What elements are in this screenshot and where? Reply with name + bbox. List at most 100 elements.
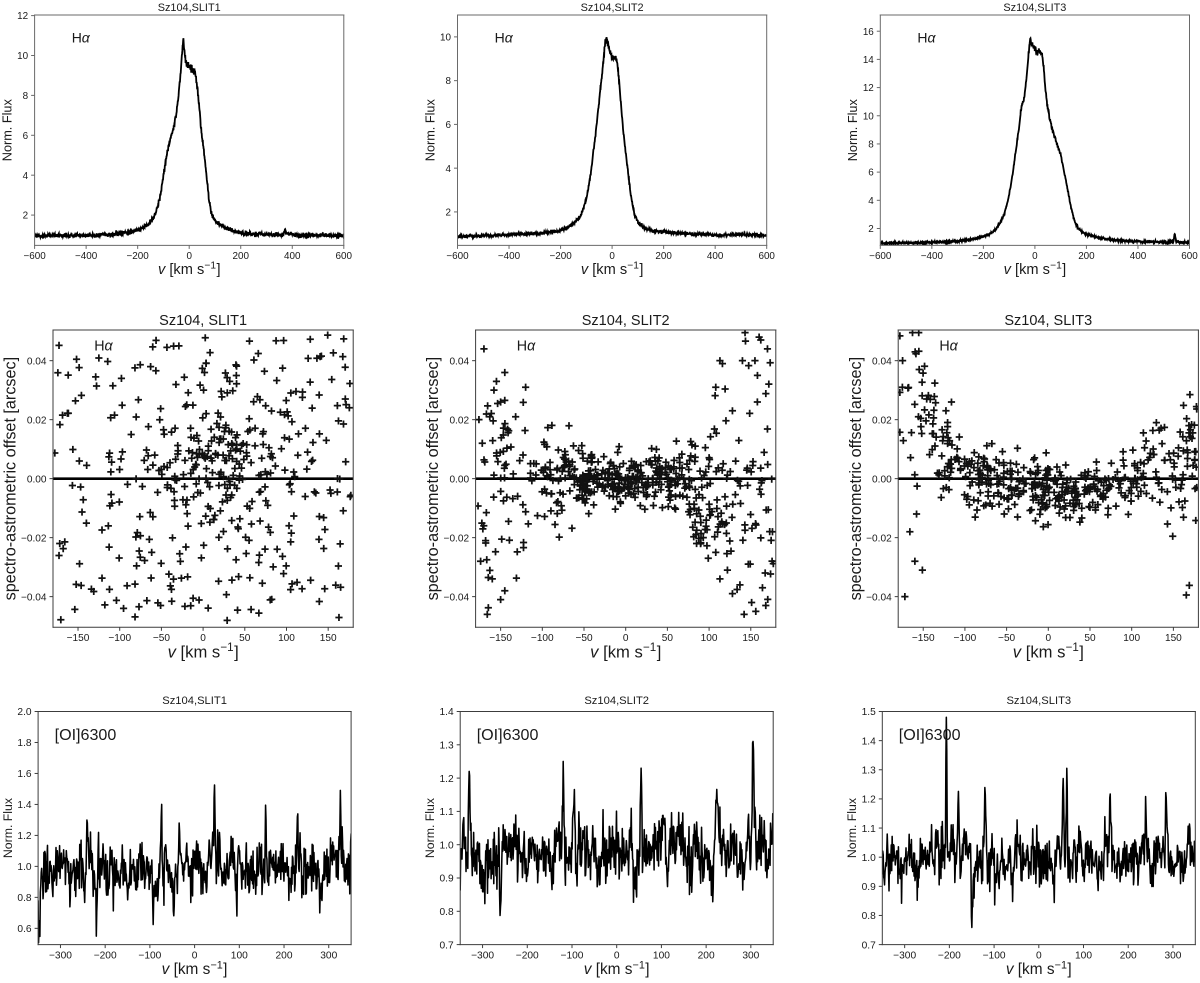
svg-text:6: 6 <box>868 168 874 179</box>
svg-text:600: 600 <box>1181 251 1198 262</box>
svg-text:[OI]6300: [OI]6300 <box>55 726 117 744</box>
svg-text:H α: H α <box>94 338 113 355</box>
svg-text:0.8: 0.8 <box>862 911 876 922</box>
svg-text:1.4: 1.4 <box>862 736 876 747</box>
svg-text:200: 200 <box>655 251 672 262</box>
svg-text:−300: −300 <box>49 950 72 961</box>
svg-text:100: 100 <box>1075 950 1092 961</box>
svg-text:−300: −300 <box>893 950 916 961</box>
svg-text:0: 0 <box>1032 251 1038 262</box>
svg-text:−200: −200 <box>127 251 150 262</box>
svg-text:200: 200 <box>1120 950 1137 961</box>
svg-text:4: 4 <box>446 164 452 175</box>
svg-text:0.04: 0.04 <box>449 356 469 367</box>
svg-text:−150: −150 <box>489 633 512 644</box>
svg-text:−0.04: −0.04 <box>444 592 470 603</box>
svg-text:spectro-astrometric offset [ar: spectro-astrometric offset [arcsec] <box>424 357 442 601</box>
svg-text:Sz104, SLIT3: Sz104, SLIT3 <box>1004 313 1092 329</box>
svg-text:H α: H α <box>917 30 936 47</box>
svg-text:H α: H α <box>939 338 958 355</box>
svg-text:0.8: 0.8 <box>440 907 454 918</box>
svg-text:−400: −400 <box>921 251 944 262</box>
svg-text:v [ k m s ] − 1: v [ k m s ] − 1 <box>581 255 648 278</box>
svg-text:12: 12 <box>17 11 28 22</box>
svg-text:−50: −50 <box>998 633 1016 644</box>
svg-text:−600: −600 <box>23 251 46 262</box>
svg-text:−0.04: −0.04 <box>21 592 47 603</box>
svg-text:Sz104, SLIT2: Sz104, SLIT2 <box>582 313 670 329</box>
svg-text:200: 200 <box>698 950 715 961</box>
svg-text:−100: −100 <box>531 633 554 644</box>
svg-text:1.4: 1.4 <box>440 707 454 718</box>
svg-text:−100: −100 <box>954 633 977 644</box>
svg-text:−100: −100 <box>108 633 131 644</box>
svg-text:Sz104,SLIT1: Sz104,SLIT1 <box>158 2 221 14</box>
svg-text:0: 0 <box>1045 633 1051 644</box>
svg-text:0.00: 0.00 <box>872 474 892 485</box>
svg-text:1.0: 1.0 <box>17 862 31 873</box>
svg-text:−150: −150 <box>912 633 935 644</box>
svg-text:300: 300 <box>1164 950 1181 961</box>
svg-text:14: 14 <box>863 55 874 66</box>
svg-text:150: 150 <box>1165 633 1182 644</box>
svg-text:2: 2 <box>868 224 874 235</box>
svg-text:10: 10 <box>17 51 28 62</box>
svg-text:1.0: 1.0 <box>862 853 876 864</box>
svg-text:H α: H α <box>72 30 91 47</box>
svg-text:−150: −150 <box>67 633 90 644</box>
svg-text:v [ k m s ] − 1: v [ k m s ] − 1 <box>1006 956 1076 978</box>
svg-text:−300: −300 <box>471 950 494 961</box>
svg-text:100: 100 <box>653 950 670 961</box>
svg-text:100: 100 <box>231 950 248 961</box>
svg-text:0.02: 0.02 <box>449 415 469 426</box>
svg-text:−0.02: −0.02 <box>21 533 47 544</box>
svg-text:100: 100 <box>278 633 295 644</box>
svg-text:1.3: 1.3 <box>862 765 876 776</box>
svg-text:−200: −200 <box>938 950 961 961</box>
svg-text:1.4: 1.4 <box>17 800 31 811</box>
svg-text:0: 0 <box>614 950 620 961</box>
svg-text:0.04: 0.04 <box>872 356 892 367</box>
svg-text:400: 400 <box>284 251 301 262</box>
svg-text:6: 6 <box>446 120 452 131</box>
svg-text:−600: −600 <box>446 251 469 262</box>
svg-text:0: 0 <box>200 633 206 644</box>
svg-text:Norm. Flux: Norm. Flux <box>846 99 860 162</box>
svg-text:v [ k m s ] − 1: v [ k m s ] − 1 <box>590 638 666 661</box>
svg-text:0.6: 0.6 <box>17 924 31 935</box>
svg-text:0: 0 <box>623 633 629 644</box>
svg-text:0.02: 0.02 <box>27 415 47 426</box>
svg-text:300: 300 <box>742 950 759 961</box>
svg-text:150: 150 <box>320 633 337 644</box>
svg-text:200: 200 <box>276 950 293 961</box>
svg-text:0.00: 0.00 <box>449 474 469 485</box>
svg-text:400: 400 <box>1130 251 1147 262</box>
svg-text:−50: −50 <box>575 633 593 644</box>
svg-text:100: 100 <box>701 633 718 644</box>
svg-text:v [ k m s ] − 1: v [ k m s ] − 1 <box>1004 255 1071 278</box>
svg-text:16: 16 <box>863 27 874 38</box>
svg-text:0.9: 0.9 <box>440 874 454 885</box>
svg-text:4: 4 <box>868 196 874 207</box>
svg-text:8: 8 <box>446 76 452 87</box>
svg-text:1.5: 1.5 <box>862 707 876 718</box>
svg-text:100: 100 <box>1123 633 1140 644</box>
svg-text:1.0: 1.0 <box>440 840 454 851</box>
svg-text:10: 10 <box>440 32 451 43</box>
svg-text:Sz104,SLIT2: Sz104,SLIT2 <box>584 695 649 707</box>
svg-text:0.04: 0.04 <box>27 356 47 367</box>
svg-text:v [ k m s ] − 1: v [ k m s ] − 1 <box>584 956 654 978</box>
svg-text:0.7: 0.7 <box>440 940 454 951</box>
svg-text:−200: −200 <box>94 950 117 961</box>
svg-text:600: 600 <box>336 251 353 262</box>
svg-text:0.9: 0.9 <box>862 882 876 893</box>
svg-text:spectro-astrometric offset [ar: spectro-astrometric offset [arcsec] <box>847 357 865 601</box>
svg-text:1.8: 1.8 <box>17 738 31 749</box>
svg-text:H α: H α <box>495 30 514 47</box>
svg-text:0.7: 0.7 <box>862 940 876 951</box>
svg-text:300: 300 <box>320 950 337 961</box>
svg-text:0: 0 <box>192 950 198 961</box>
svg-text:0.02: 0.02 <box>872 415 892 426</box>
svg-text:−200: −200 <box>516 950 539 961</box>
svg-text:[OI]6300: [OI]6300 <box>899 726 961 744</box>
